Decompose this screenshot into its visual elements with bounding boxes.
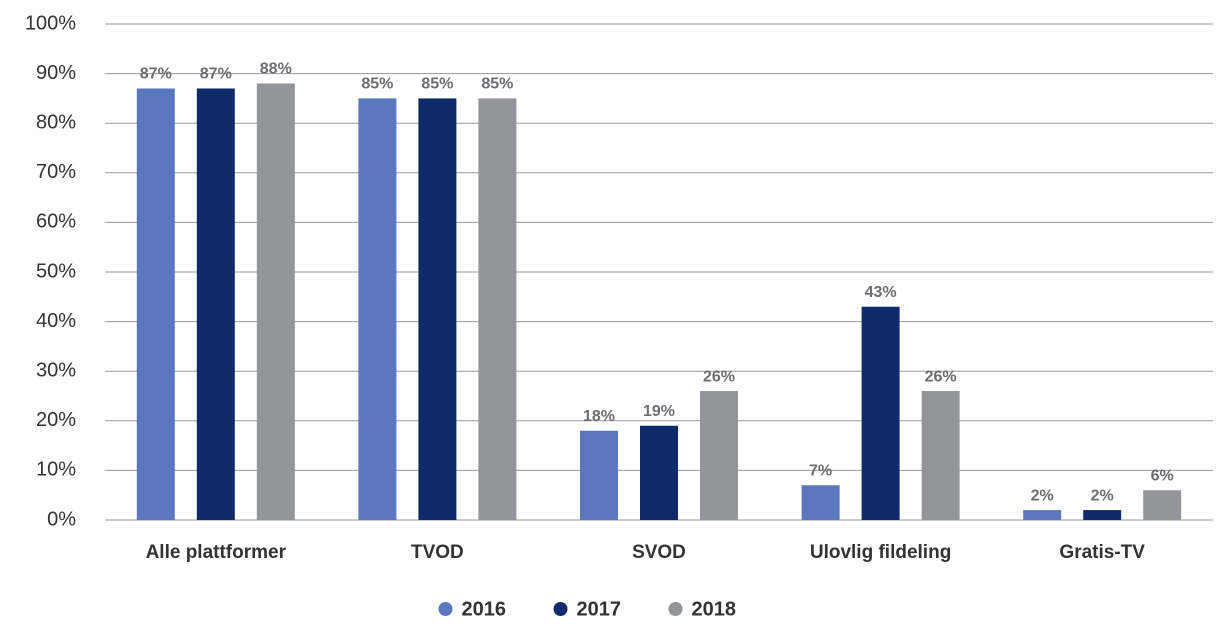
- bar: [418, 98, 457, 521]
- data-label: 85%: [421, 76, 453, 93]
- data-label: 85%: [481, 76, 513, 93]
- bar: [700, 391, 738, 520]
- y-tick-label: 70%: [36, 161, 76, 183]
- x-tick-label: Alle plattformer: [146, 542, 287, 563]
- y-tick-label: 80%: [36, 111, 76, 133]
- y-tick-label: 40%: [36, 310, 76, 332]
- x-tick-label: Ulovlig fildeling: [810, 542, 951, 563]
- legend-marker: [553, 602, 568, 616]
- legend-marker: [438, 602, 453, 616]
- y-tick-label: 30%: [36, 359, 76, 381]
- bar: [640, 425, 678, 520]
- data-label: 19%: [643, 403, 675, 420]
- bar: [196, 88, 235, 520]
- bar: [358, 98, 397, 521]
- data-label: 7%: [809, 462, 832, 479]
- bar: [256, 83, 295, 521]
- bar: [580, 430, 618, 520]
- y-tick-label: 60%: [36, 211, 76, 233]
- legend-label: 2017: [577, 598, 622, 620]
- legend-label: 2018: [692, 598, 737, 620]
- y-tick-label: 0%: [47, 508, 76, 530]
- bar: [136, 88, 175, 520]
- legend-marker: [668, 602, 683, 616]
- legend-label: 2016: [462, 598, 507, 620]
- data-label: 87%: [200, 66, 232, 83]
- bar: [1143, 490, 1182, 520]
- data-label: 88%: [260, 61, 292, 78]
- x-tick-label: TVOD: [411, 542, 464, 563]
- y-tick-label: 50%: [36, 260, 76, 282]
- y-tick-label: 20%: [36, 409, 76, 431]
- data-label: 26%: [703, 368, 735, 385]
- bar: [801, 485, 840, 520]
- bar: [478, 98, 517, 521]
- data-label: 85%: [361, 76, 393, 93]
- bar: [1023, 510, 1062, 520]
- y-tick-label: 90%: [36, 62, 76, 84]
- bar: [1083, 510, 1122, 520]
- bar: [921, 391, 960, 520]
- data-label: 18%: [583, 408, 615, 425]
- data-label: 26%: [925, 368, 957, 385]
- data-label: 87%: [140, 66, 172, 83]
- data-label: 6%: [1151, 467, 1174, 484]
- y-tick-label: 100%: [25, 12, 76, 34]
- x-tick-label: SVOD: [632, 542, 686, 563]
- data-label: 43%: [865, 284, 897, 301]
- y-tick-label: 10%: [36, 459, 76, 481]
- bar: [861, 306, 900, 520]
- data-label: 2%: [1091, 487, 1114, 504]
- x-tick-label: Gratis-TV: [1059, 542, 1145, 563]
- data-label: 2%: [1031, 487, 1054, 504]
